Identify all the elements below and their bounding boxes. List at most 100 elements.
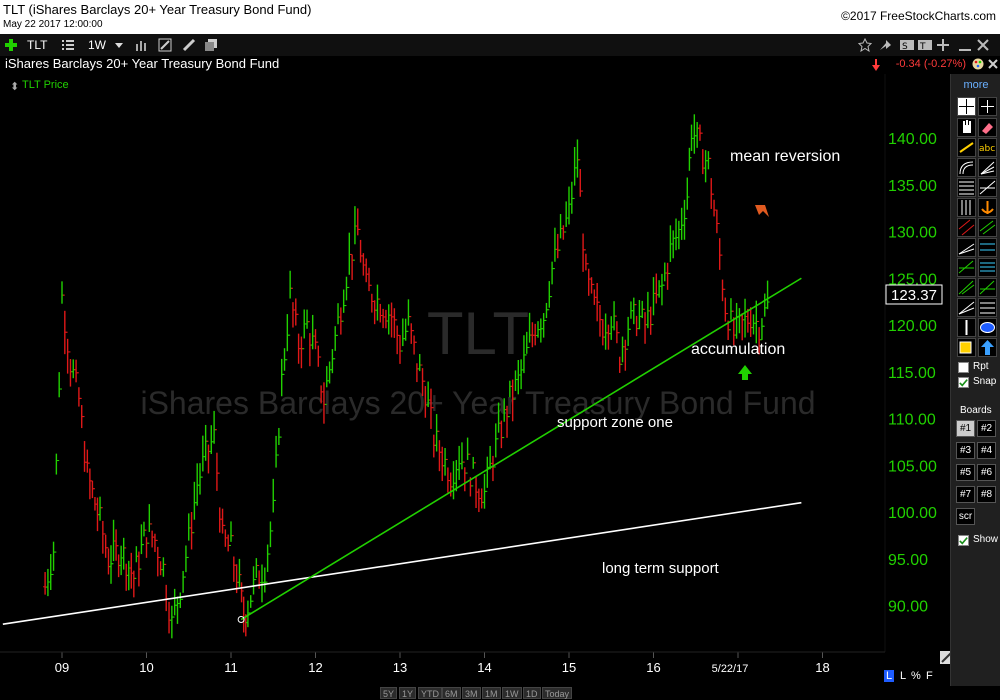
price-chart[interactable]: TLT iShares Barclays 20+ Year Treasury B… (0, 74, 950, 688)
cyan-lines-icon[interactable] (978, 258, 997, 277)
pencil-icon[interactable] (940, 651, 953, 664)
edit-chart-icon[interactable] (158, 38, 172, 52)
parallel-lines-icon[interactable] (978, 238, 997, 257)
f-toggle[interactable]: F (926, 670, 933, 682)
fib-retracement-icon[interactable] (957, 178, 976, 197)
price-bars (43, 114, 770, 639)
minimize-icon[interactable] (958, 38, 972, 52)
palette-icon[interactable] (972, 58, 984, 70)
copy-icon[interactable] (204, 38, 218, 52)
crosshair-tool-icon[interactable] (957, 97, 976, 116)
anchor-icon[interactable] (978, 198, 997, 217)
board-6-button[interactable]: #6 (977, 464, 996, 481)
green-grid-icon[interactable] (957, 258, 976, 277)
board-8-button[interactable]: #8 (977, 486, 996, 503)
price-tick-label: 140.00 (888, 131, 937, 148)
star-icon[interactable] (858, 38, 872, 52)
price-tick-label: 105.00 (888, 458, 937, 475)
channel-green-icon[interactable] (978, 218, 997, 237)
percent-scale-button[interactable]: % (911, 670, 921, 682)
settings-s-icon[interactable]: S (900, 38, 914, 52)
window-datetime: May 22 2017 12:00:00 (3, 19, 103, 30)
add-symbol-icon[interactable] (4, 38, 18, 52)
price-tick-label: 135.00 (888, 178, 937, 195)
board-2-button[interactable]: #2 (977, 420, 996, 437)
board-3-button[interactable]: #3 (956, 442, 975, 459)
watermark-name: iShares Barclays 20+ Year Treasury Bond … (140, 385, 815, 421)
gann-lines-icon[interactable] (978, 298, 997, 317)
ellipse-icon[interactable] (978, 318, 997, 337)
fund-name: iShares Barclays 20+ Year Treasury Bond … (5, 56, 280, 71)
range-3m-button[interactable]: 3M (462, 687, 481, 699)
support-zone-line (240, 277, 802, 621)
show-label: Show (973, 534, 999, 545)
range-1m-button[interactable]: 1M (482, 687, 501, 699)
up-arrow-tool-icon[interactable] (978, 338, 997, 357)
fib-fan-icon[interactable] (978, 178, 997, 197)
pencil-icon[interactable] (182, 38, 196, 52)
range-5y-button[interactable]: 5Y (380, 687, 398, 699)
text-tool-icon[interactable]: abc (978, 138, 997, 157)
annotation-long-term-support: long term support (602, 560, 720, 577)
show-checkbox[interactable] (958, 535, 969, 546)
chevron-down-icon[interactable] (112, 38, 126, 52)
board-7-button[interactable]: #7 (956, 486, 975, 503)
rpt-label: Rpt (973, 361, 989, 372)
chart-subheader: iShares Barclays 20+ Year Treasury Bond … (0, 56, 1000, 74)
rpt-checkbox[interactable] (958, 362, 969, 373)
indicators-icon[interactable] (135, 38, 149, 52)
time-tick-label: 5/22/17 (712, 663, 749, 675)
more-link[interactable]: more (963, 79, 989, 91)
vertical-line-icon[interactable] (957, 318, 976, 337)
time-tick-label: 14 (477, 660, 491, 675)
svg-text:S: S (902, 42, 908, 52)
cursor-tool-icon[interactable] (978, 97, 997, 116)
line-tool-icon[interactable] (957, 138, 976, 157)
svg-text:T: T (919, 42, 926, 52)
symbol-label[interactable]: TLT (27, 38, 48, 52)
chart-toolbar: TLT 1W S T (0, 34, 1000, 56)
tv-icon[interactable]: T (918, 38, 932, 52)
move-icon[interactable] (936, 38, 950, 52)
channel-red-icon[interactable] (957, 218, 976, 237)
pitchfork-green-icon[interactable] (957, 278, 976, 297)
range-1w-button[interactable]: 1W (502, 687, 522, 699)
annotation-accumulation: accumulation (691, 341, 785, 358)
long-term-support-line (2, 501, 802, 625)
down-arrow-icon (872, 59, 880, 71)
scr-button[interactable]: scr (956, 508, 975, 525)
speed-lines-icon[interactable] (957, 298, 976, 317)
l-toggle[interactable]: L (900, 670, 907, 682)
time-tick-label: 10 (139, 660, 153, 675)
arc-tool-icon[interactable] (957, 158, 976, 177)
snap-checkbox[interactable] (958, 377, 969, 388)
eraser-tool-icon[interactable] (978, 118, 997, 137)
board-1-button[interactable]: #1 (956, 420, 975, 437)
list-icon[interactable] (61, 38, 75, 52)
legend-toggle-icon[interactable]: ⬍ (10, 80, 19, 93)
close-icon[interactable] (976, 38, 990, 52)
interval-select[interactable]: 1W (88, 38, 106, 52)
range-1d-button[interactable]: 1D (523, 687, 541, 699)
time-axis: 09 10 11 12 13 14 15 16 5/22/17 18 (0, 651, 885, 675)
close-icon[interactable] (988, 58, 998, 70)
rectangle-icon[interactable] (957, 338, 976, 357)
trend-fan-icon[interactable] (957, 238, 976, 257)
share-icon[interactable] (878, 38, 892, 52)
range-1y-button[interactable]: 1Y (399, 687, 417, 699)
pitchfork-icon[interactable] (978, 278, 997, 297)
log-scale-button[interactable]: L (884, 670, 895, 682)
time-tick-label: 09 (55, 660, 69, 675)
board-4-button[interactable]: #4 (977, 442, 996, 459)
hand-tool-icon[interactable] (957, 118, 976, 137)
board-5-button[interactable]: #5 (956, 464, 975, 481)
vertical-lines-icon[interactable] (957, 198, 976, 217)
range-ytd-button[interactable]: YTD (418, 687, 442, 699)
price-tick-label: 95.00 (888, 552, 928, 569)
range-today-button[interactable]: Today (542, 687, 573, 699)
fan-tool-icon[interactable] (978, 158, 997, 177)
price-tick-label: 100.00 (888, 505, 937, 522)
range-6m-button[interactable]: 6M (442, 687, 461, 699)
boards-label: Boards (960, 405, 992, 416)
legend-tlt-price[interactable]: TLT Price (10, 79, 69, 91)
